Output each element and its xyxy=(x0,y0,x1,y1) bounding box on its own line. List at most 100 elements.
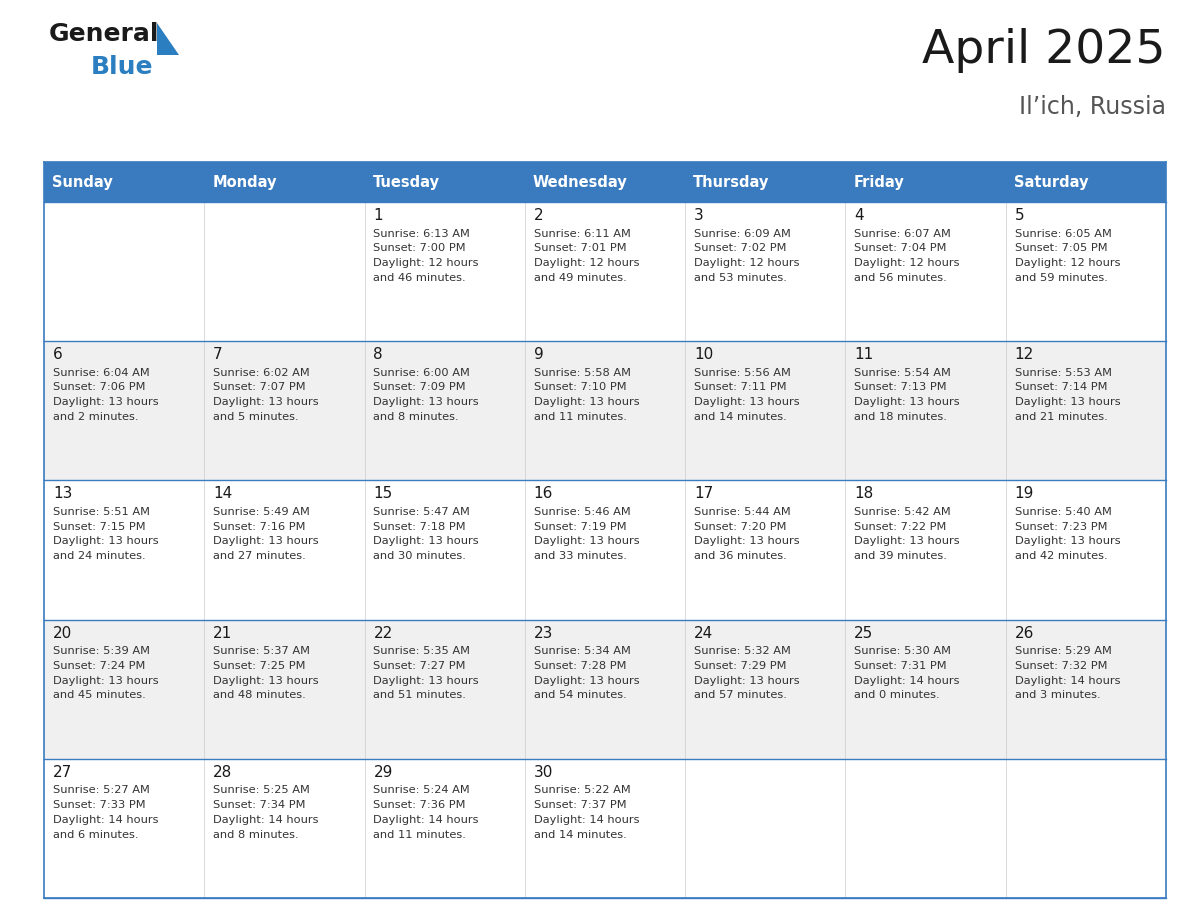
Text: and 14 minutes.: and 14 minutes. xyxy=(694,412,786,422)
Bar xyxy=(846,341,1006,480)
Text: Daylight: 12 hours: Daylight: 12 hours xyxy=(854,258,960,268)
Text: Sunset: 7:34 PM: Sunset: 7:34 PM xyxy=(213,800,305,810)
Bar xyxy=(1006,341,1165,480)
Text: Sunset: 7:11 PM: Sunset: 7:11 PM xyxy=(694,383,786,393)
Text: 3: 3 xyxy=(694,208,703,223)
Text: Daylight: 12 hours: Daylight: 12 hours xyxy=(694,258,800,268)
Text: and 53 minutes.: and 53 minutes. xyxy=(694,273,786,283)
Bar xyxy=(525,202,685,341)
Bar xyxy=(846,480,1006,620)
Text: 10: 10 xyxy=(694,347,713,363)
Bar xyxy=(685,620,846,759)
Text: Sunset: 7:00 PM: Sunset: 7:00 PM xyxy=(373,243,466,253)
Text: Daylight: 13 hours: Daylight: 13 hours xyxy=(52,397,158,408)
Text: 14: 14 xyxy=(213,487,233,501)
Text: Blue: Blue xyxy=(91,55,153,79)
Text: Sunrise: 5:29 AM: Sunrise: 5:29 AM xyxy=(1015,646,1112,656)
Text: Sunset: 7:27 PM: Sunset: 7:27 PM xyxy=(373,661,466,671)
Text: Sunset: 7:22 PM: Sunset: 7:22 PM xyxy=(854,521,947,532)
Text: Sunset: 7:28 PM: Sunset: 7:28 PM xyxy=(533,661,626,671)
Text: Daylight: 14 hours: Daylight: 14 hours xyxy=(213,815,318,825)
Text: Sunrise: 5:53 AM: Sunrise: 5:53 AM xyxy=(1015,368,1112,377)
Text: Sunrise: 5:24 AM: Sunrise: 5:24 AM xyxy=(373,785,470,795)
Bar xyxy=(365,341,525,480)
Text: 21: 21 xyxy=(213,625,233,641)
Text: Sunrise: 5:32 AM: Sunrise: 5:32 AM xyxy=(694,646,791,656)
Text: April 2025: April 2025 xyxy=(923,28,1165,73)
Text: Sunset: 7:02 PM: Sunset: 7:02 PM xyxy=(694,243,786,253)
Text: Sunday: Sunday xyxy=(52,174,113,189)
Text: Sunrise: 5:40 AM: Sunrise: 5:40 AM xyxy=(1015,507,1112,517)
Text: 18: 18 xyxy=(854,487,873,501)
Text: Sunrise: 6:05 AM: Sunrise: 6:05 AM xyxy=(1015,229,1112,239)
Text: 27: 27 xyxy=(52,765,72,779)
Bar xyxy=(1006,162,1165,202)
Bar xyxy=(1006,480,1165,620)
Bar xyxy=(525,759,685,898)
Text: and 49 minutes.: and 49 minutes. xyxy=(533,273,626,283)
Bar xyxy=(1006,202,1165,341)
Text: 26: 26 xyxy=(1015,625,1034,641)
Text: Daylight: 12 hours: Daylight: 12 hours xyxy=(1015,258,1120,268)
Text: and 14 minutes.: and 14 minutes. xyxy=(533,830,626,840)
Text: Sunrise: 6:13 AM: Sunrise: 6:13 AM xyxy=(373,229,470,239)
Bar xyxy=(44,480,204,620)
Text: Sunrise: 5:35 AM: Sunrise: 5:35 AM xyxy=(373,646,470,656)
Text: Sunrise: 5:51 AM: Sunrise: 5:51 AM xyxy=(52,507,150,517)
Bar xyxy=(44,759,204,898)
Text: Daylight: 13 hours: Daylight: 13 hours xyxy=(213,536,318,546)
Text: 11: 11 xyxy=(854,347,873,363)
Bar xyxy=(365,480,525,620)
Text: Sunset: 7:20 PM: Sunset: 7:20 PM xyxy=(694,521,786,532)
Text: Daylight: 14 hours: Daylight: 14 hours xyxy=(854,676,960,686)
Bar xyxy=(204,202,365,341)
Text: Daylight: 13 hours: Daylight: 13 hours xyxy=(533,536,639,546)
Bar xyxy=(365,620,525,759)
Text: Sunset: 7:23 PM: Sunset: 7:23 PM xyxy=(1015,521,1107,532)
Bar xyxy=(365,202,525,341)
Text: and 27 minutes.: and 27 minutes. xyxy=(213,552,305,561)
Text: Sunset: 7:05 PM: Sunset: 7:05 PM xyxy=(1015,243,1107,253)
Text: 16: 16 xyxy=(533,487,554,501)
Bar xyxy=(365,759,525,898)
Bar xyxy=(204,480,365,620)
Bar xyxy=(204,759,365,898)
Text: 29: 29 xyxy=(373,765,393,779)
Text: and 8 minutes.: and 8 minutes. xyxy=(373,412,459,422)
Text: Sunrise: 5:56 AM: Sunrise: 5:56 AM xyxy=(694,368,791,377)
Text: Sunrise: 6:11 AM: Sunrise: 6:11 AM xyxy=(533,229,631,239)
Text: 4: 4 xyxy=(854,208,864,223)
Bar xyxy=(685,480,846,620)
Text: and 11 minutes.: and 11 minutes. xyxy=(533,412,626,422)
Text: 30: 30 xyxy=(533,765,554,779)
Text: and 33 minutes.: and 33 minutes. xyxy=(533,552,626,561)
Text: Sunrise: 5:49 AM: Sunrise: 5:49 AM xyxy=(213,507,310,517)
Text: and 51 minutes.: and 51 minutes. xyxy=(373,690,466,700)
Text: Sunrise: 5:25 AM: Sunrise: 5:25 AM xyxy=(213,785,310,795)
Bar xyxy=(44,620,204,759)
Text: 22: 22 xyxy=(373,625,393,641)
Text: 7: 7 xyxy=(213,347,222,363)
Text: Daylight: 13 hours: Daylight: 13 hours xyxy=(213,397,318,408)
Text: Saturday: Saturday xyxy=(1013,174,1088,189)
Text: Daylight: 13 hours: Daylight: 13 hours xyxy=(533,676,639,686)
Text: Daylight: 13 hours: Daylight: 13 hours xyxy=(213,676,318,686)
Text: Sunrise: 5:34 AM: Sunrise: 5:34 AM xyxy=(533,646,631,656)
Text: Sunset: 7:13 PM: Sunset: 7:13 PM xyxy=(854,383,947,393)
Text: Sunset: 7:33 PM: Sunset: 7:33 PM xyxy=(52,800,145,810)
Text: 9: 9 xyxy=(533,347,543,363)
Text: Daylight: 14 hours: Daylight: 14 hours xyxy=(533,815,639,825)
Text: Sunrise: 5:54 AM: Sunrise: 5:54 AM xyxy=(854,368,952,377)
Text: Sunrise: 5:27 AM: Sunrise: 5:27 AM xyxy=(52,785,150,795)
Text: Sunset: 7:04 PM: Sunset: 7:04 PM xyxy=(854,243,947,253)
Text: and 45 minutes.: and 45 minutes. xyxy=(52,690,146,700)
Text: 28: 28 xyxy=(213,765,233,779)
Bar xyxy=(685,162,846,202)
Text: 23: 23 xyxy=(533,625,554,641)
Text: Sunset: 7:25 PM: Sunset: 7:25 PM xyxy=(213,661,305,671)
Text: Sunset: 7:32 PM: Sunset: 7:32 PM xyxy=(1015,661,1107,671)
Text: 1: 1 xyxy=(373,208,383,223)
Bar xyxy=(525,162,685,202)
Bar xyxy=(685,202,846,341)
Text: and 2 minutes.: and 2 minutes. xyxy=(52,412,138,422)
